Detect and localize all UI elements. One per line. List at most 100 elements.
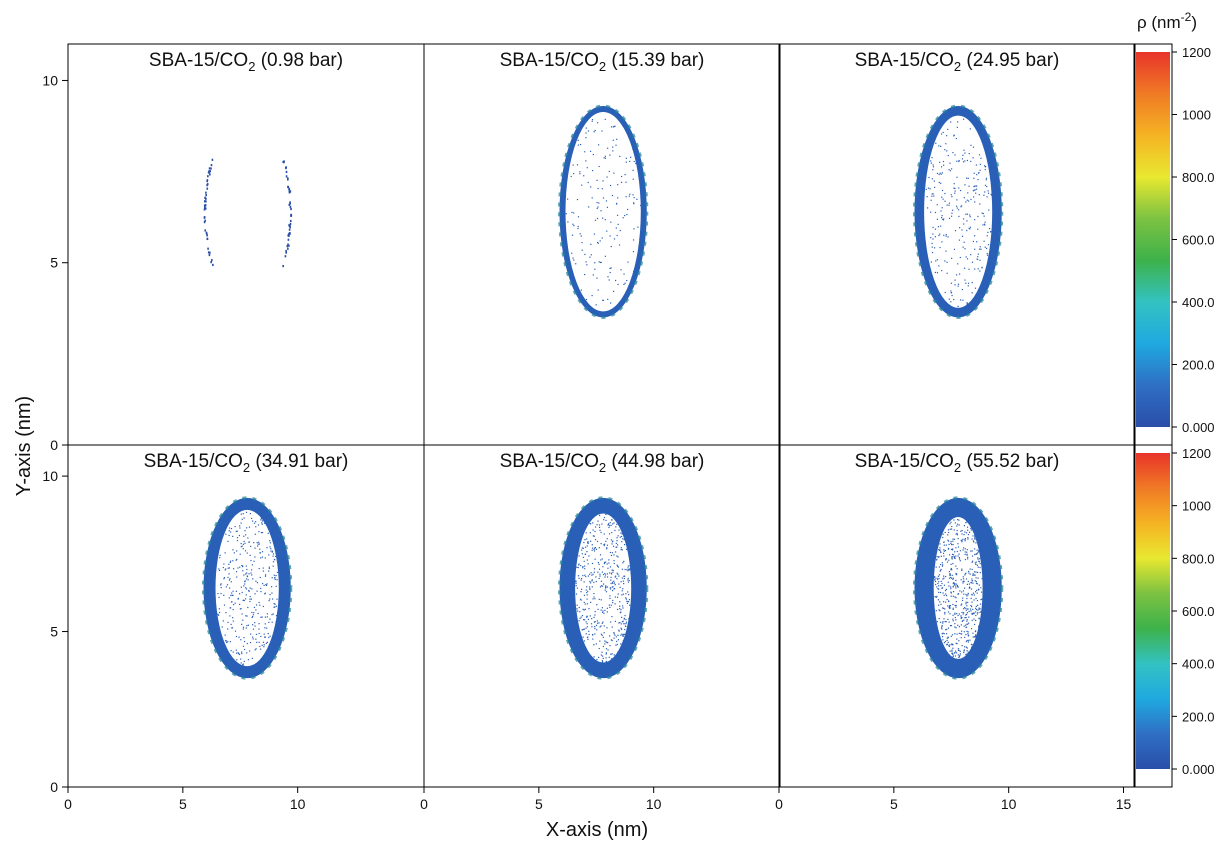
co2-molecule bbox=[211, 259, 213, 262]
co2-molecule bbox=[579, 611, 581, 613]
co2-molecule bbox=[947, 605, 949, 607]
co2-molecule bbox=[254, 649, 256, 651]
co2-molecule bbox=[610, 126, 613, 128]
co2-molecule bbox=[228, 579, 231, 581]
co2-molecule bbox=[973, 196, 975, 198]
co2-molecule bbox=[958, 159, 960, 162]
co2-molecule bbox=[930, 237, 932, 239]
co2-molecule bbox=[962, 580, 964, 583]
co2-molecule bbox=[958, 613, 961, 615]
co2-molecule bbox=[966, 623, 968, 625]
co2-molecule bbox=[971, 646, 973, 648]
co2-molecule bbox=[948, 577, 951, 579]
co2-molecule bbox=[601, 607, 603, 609]
co2-molecule bbox=[575, 580, 577, 582]
co2-molecule bbox=[944, 260, 946, 262]
co2-molecule bbox=[974, 287, 977, 289]
co2-molecule bbox=[220, 584, 222, 586]
co2-molecule bbox=[595, 580, 597, 583]
co2-molecule bbox=[950, 563, 952, 565]
co2-molecule bbox=[581, 184, 583, 186]
co2-molecule bbox=[601, 237, 603, 239]
co2-molecule bbox=[585, 132, 587, 134]
co2-molecule bbox=[987, 190, 989, 192]
co2-molecule bbox=[255, 521, 257, 523]
co2-molecule bbox=[577, 216, 580, 218]
co2-molecule bbox=[601, 558, 603, 560]
co2-molecule bbox=[616, 523, 618, 525]
co2-molecule bbox=[952, 608, 954, 611]
co2-molecule bbox=[632, 169, 634, 171]
y-tick-label: 0 bbox=[50, 437, 58, 453]
co2-molecule bbox=[244, 581, 246, 583]
co2-molecule bbox=[240, 662, 242, 664]
co2-molecule bbox=[245, 573, 247, 575]
co2-molecule bbox=[950, 591, 952, 593]
co2-molecule bbox=[240, 542, 242, 545]
co2-molecule bbox=[610, 653, 612, 655]
co2-molecule bbox=[978, 626, 980, 628]
co2-molecule bbox=[969, 608, 972, 610]
co2-molecule bbox=[244, 542, 246, 544]
co2-molecule bbox=[256, 582, 259, 584]
co2-molecule bbox=[590, 523, 592, 525]
co2-molecule bbox=[603, 544, 605, 547]
co2-molecule bbox=[956, 205, 958, 207]
x-tick-label: 10 bbox=[1001, 796, 1017, 812]
x-tick-label: 0 bbox=[775, 796, 783, 812]
co2-molecule bbox=[943, 555, 945, 557]
co2-molecule bbox=[269, 546, 271, 548]
co2-molecule bbox=[608, 525, 611, 527]
co2-molecule bbox=[625, 619, 627, 621]
co2-molecule bbox=[623, 544, 626, 546]
pore-wall-edge bbox=[913, 104, 1004, 319]
co2-molecule bbox=[258, 601, 260, 604]
co2-molecule bbox=[236, 652, 238, 654]
co2-molecule bbox=[974, 201, 976, 203]
co2-molecule bbox=[261, 531, 264, 534]
co2-molecule bbox=[948, 543, 950, 546]
co2-molecule bbox=[594, 219, 597, 221]
co2-molecule bbox=[220, 592, 222, 595]
co2-molecule bbox=[240, 586, 242, 588]
co2-molecule bbox=[601, 651, 603, 653]
co2-molecule bbox=[591, 294, 593, 297]
co2-molecule bbox=[607, 298, 609, 300]
co2-molecule bbox=[968, 531, 971, 533]
co2-molecule bbox=[974, 189, 976, 191]
co2-molecule bbox=[938, 617, 940, 620]
co2-molecule bbox=[983, 240, 985, 242]
co2-molecule bbox=[589, 615, 591, 617]
co2-molecule bbox=[230, 607, 232, 609]
co2-molecule bbox=[968, 616, 970, 618]
co2-molecule bbox=[942, 632, 944, 634]
co2-molecule bbox=[603, 562, 606, 565]
co2-molecule bbox=[217, 613, 219, 615]
co2-molecule bbox=[251, 657, 253, 659]
co2-molecule bbox=[232, 560, 234, 562]
co2-molecule bbox=[951, 212, 953, 214]
co2-molecule bbox=[621, 616, 623, 619]
co2-molecule bbox=[957, 555, 959, 557]
co2-molecule bbox=[236, 537, 239, 539]
co2-molecule bbox=[969, 214, 971, 216]
co2-molecule bbox=[946, 150, 948, 152]
co2-molecule bbox=[627, 591, 629, 593]
co2-molecule bbox=[954, 604, 956, 606]
co2-molecule bbox=[955, 573, 958, 575]
co2-molecule bbox=[229, 531, 232, 533]
co2-molecule bbox=[248, 541, 250, 543]
co2-molecule bbox=[970, 610, 972, 612]
co2-molecule bbox=[243, 540, 245, 543]
co2-molecule bbox=[276, 598, 278, 600]
co2-molecule bbox=[963, 534, 965, 536]
co2-molecule bbox=[208, 167, 211, 170]
co2-molecule bbox=[957, 285, 959, 287]
co2-molecule bbox=[980, 587, 982, 589]
co2-molecule bbox=[984, 221, 986, 223]
co2-molecule bbox=[948, 645, 950, 648]
co2-molecule bbox=[627, 570, 629, 572]
co2-molecule bbox=[953, 519, 955, 521]
co2-molecule bbox=[576, 164, 579, 166]
